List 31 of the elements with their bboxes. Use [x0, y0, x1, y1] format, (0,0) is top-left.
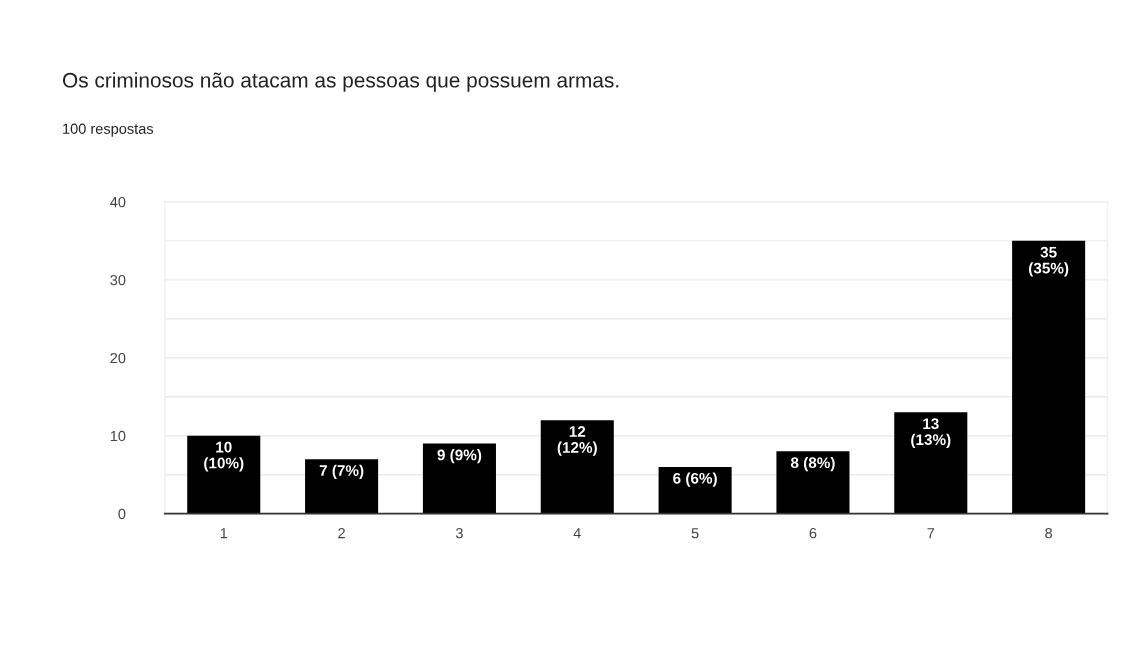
bar	[422, 443, 496, 514]
bar	[305, 459, 379, 514]
y-tick-label: 20	[110, 352, 126, 364]
x-tick-label: 2	[338, 527, 345, 539]
y-tick-label: 30	[110, 274, 126, 286]
bar	[1012, 240, 1086, 514]
x-tick-label: 7	[927, 528, 935, 539]
data-label: 7 (7%)	[319, 464, 364, 479]
x-tick-label: 3	[455, 527, 463, 539]
x-tick-label: 5	[691, 528, 699, 539]
x-tick-label: 4	[573, 528, 581, 539]
x-tick-label: 1	[220, 528, 228, 539]
y-tick-label: 0	[118, 508, 126, 520]
y-tick-label: 40	[110, 196, 126, 208]
bar	[894, 412, 968, 514]
data-label: 12 (12%)	[557, 426, 597, 456]
chart-title: Os criminosos não atacam as pessoas que possuem armas.	[62, 72, 619, 92]
data-label: 10 (10%)	[204, 441, 244, 472]
data-label: 6 (6%)	[673, 472, 717, 487]
bar	[776, 451, 850, 514]
data-label: 13 (13%)	[911, 418, 951, 449]
data-label: 9 (9%)	[437, 449, 482, 464]
data-label: 35 (35%)	[1029, 246, 1069, 277]
x-tick-label: 6	[809, 527, 817, 539]
y-tick-label: 10	[110, 430, 126, 442]
bar	[187, 435, 261, 514]
bar	[540, 420, 614, 514]
chart-subtitle: 100 respostas	[63, 123, 154, 137]
bar	[658, 466, 732, 514]
x-tick-label: 8	[1045, 527, 1053, 539]
data-label: 8 (8%)	[790, 456, 835, 472]
